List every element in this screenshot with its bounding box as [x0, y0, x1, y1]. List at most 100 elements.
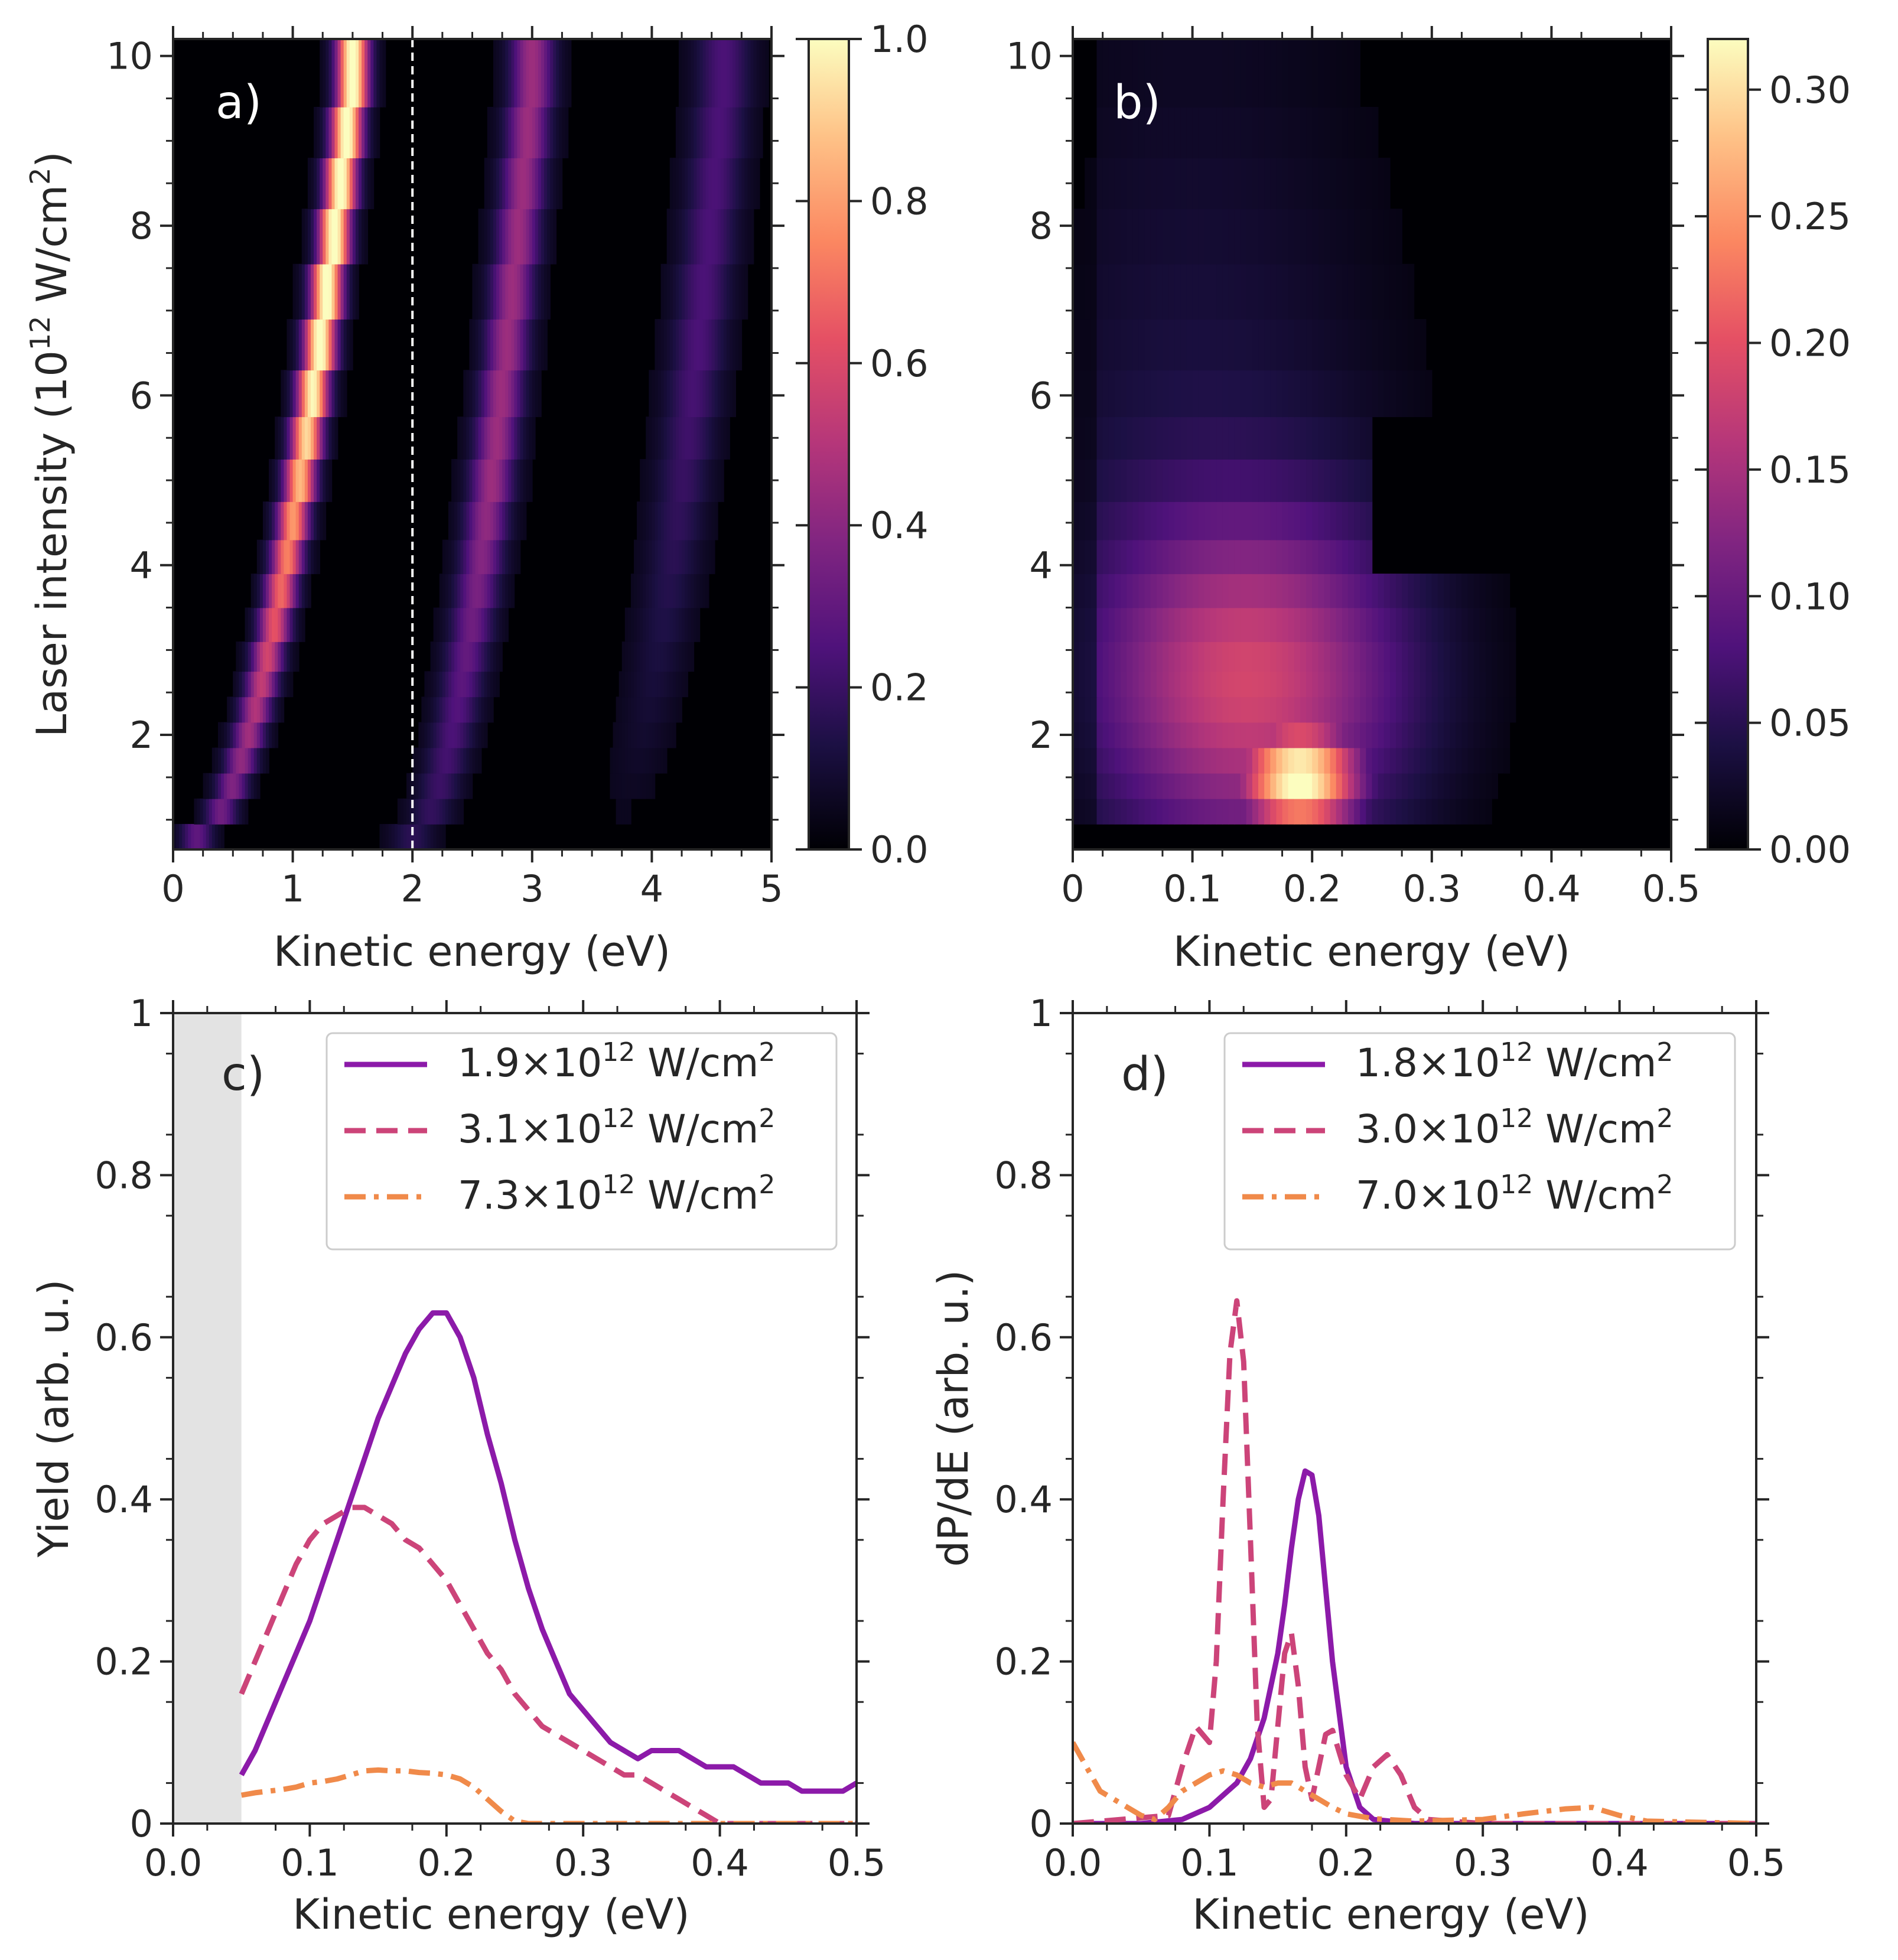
heatmap-b-cell: [1414, 370, 1421, 418]
heatmap-b-cell: [1240, 39, 1247, 108]
heatmap-b-cell: [1312, 39, 1319, 108]
heatmap-b-cell: [1492, 642, 1499, 672]
heatmap-b-cell: [1324, 696, 1331, 723]
heatmap-a-cell: [672, 209, 676, 265]
heatmap-a-cell: [281, 416, 285, 460]
heatmap-b-cell: [1180, 574, 1187, 608]
heatmap-b-cell: [1228, 607, 1235, 642]
heatmap-a-cell: [412, 747, 416, 774]
heatmap-a-cell: [439, 823, 443, 849]
heatmap-b-cell: [1186, 501, 1193, 541]
heatmap-b-cell: [1444, 798, 1450, 825]
heatmap-a-cell: [460, 722, 464, 748]
heatmap-a-cell: [624, 696, 629, 723]
heatmap-b-cell: [1372, 773, 1379, 799]
heatmap-a-cell: [334, 319, 338, 371]
heatmap-b-cell: [1509, 642, 1516, 672]
heatmap-b-cell: [1270, 158, 1277, 210]
heatmap-a-cell: [514, 370, 518, 418]
heatmap-a-cell: [466, 671, 470, 698]
heatmap-b-cell: [1240, 416, 1247, 460]
heatmap-b-cell: [1085, 539, 1092, 574]
heatmap-a-cell: [478, 671, 482, 698]
heatmap-a-cell: [424, 798, 428, 825]
heatmap-b-cell: [1156, 319, 1163, 371]
heatmap-b-cell: [1282, 696, 1289, 723]
heatmap-b-cell: [1318, 209, 1325, 265]
heatmap-b-cell: [1168, 158, 1176, 210]
heatmap-b-cell: [1318, 773, 1325, 799]
heatmap-a-cell: [209, 773, 213, 799]
heatmap-b-cell: [1324, 722, 1331, 748]
panel-c: 0.0 0.1 0.2 0.3 0.4 0.500.20.40.60.81c)Kineti…: [30, 992, 885, 1939]
heatmap-a-cell: [652, 696, 656, 723]
heatmap-b-cell: [1138, 539, 1145, 574]
heatmap-a-cell: [550, 106, 554, 158]
heatmap-a-cell: [337, 370, 341, 418]
heatmap-b-cell: [1347, 416, 1355, 460]
heatmap-a-cell: [669, 416, 673, 460]
heatmap-a-cell: [275, 574, 279, 608]
heatmap-a-cell: [256, 773, 261, 799]
heatmap-b-cell: [1079, 263, 1086, 320]
heatmap-a-cell: [517, 501, 521, 541]
heatmap-b-cell: [1085, 459, 1092, 502]
heatmap-b-cell: [1234, 642, 1241, 672]
heatmap-b-cell: [1127, 416, 1134, 460]
heatmap-a-cell: [691, 209, 695, 265]
heatmap-b-cell: [1240, 158, 1247, 210]
heatmap-a-cell: [532, 416, 536, 460]
heatmap-b-cell: [1408, 671, 1415, 698]
heatmap-a-cell: [331, 209, 336, 265]
heatmap-a-cell: [655, 574, 659, 608]
heatmap-a-cell: [275, 671, 279, 698]
heatmap-a-cell: [744, 209, 748, 265]
heatmap-a-cell: [362, 106, 365, 158]
heatmap-a-cell: [499, 459, 503, 502]
heatmap-b-cell: [1288, 416, 1295, 460]
panel-d-series-3-line: [1073, 1741, 1756, 1824]
heatmap-b-cell: [1234, 671, 1241, 698]
heatmap-b-cell: [1258, 773, 1265, 799]
heatmap-b-cell: [1276, 696, 1283, 723]
heatmap-a-cell: [657, 539, 662, 574]
heatmap-a-cell: [194, 823, 198, 849]
heatmap-b-cell: [1114, 773, 1121, 799]
heatmap-b-cell: [1174, 773, 1181, 799]
heatmap-b-cell: [1479, 642, 1486, 672]
heatmap-a-cell: [287, 539, 291, 574]
heatmap-b-cell: [1336, 158, 1343, 210]
heatmap-b-cell: [1336, 539, 1343, 574]
heatmap-b-cell: [1300, 696, 1307, 723]
heatmap-b-cell: [1354, 106, 1361, 158]
heatmap-a-cell: [627, 773, 631, 799]
heatmap-b-cell: [1402, 671, 1409, 698]
heatmap-b-cell: [1318, 106, 1325, 158]
heatmap-a-cell: [433, 671, 437, 698]
panel-c-xtick-label: 0.5: [828, 1841, 886, 1884]
heatmap-a-cell: [508, 416, 512, 460]
heatmap-a-cell: [256, 696, 261, 723]
heatmap-a-cell: [652, 370, 656, 418]
heatmap-a-cell: [517, 39, 521, 108]
heatmap-a-cell: [287, 607, 291, 642]
heatmap-b-cell: [1420, 319, 1427, 371]
heatmap-b-cell: [1096, 158, 1103, 210]
heatmap-b-cell: [1342, 722, 1349, 748]
heatmap-a-cell: [688, 39, 692, 108]
heatmap-a-cell: [711, 501, 715, 541]
heatmap-a-cell: [359, 209, 362, 265]
heatmap-a-cell: [547, 39, 551, 108]
heatmap-a-cell: [508, 539, 512, 574]
heatmap-b-cell: [1312, 263, 1319, 320]
heatmap-a-cell: [478, 747, 482, 774]
heatmap-a-cell: [266, 539, 269, 574]
heatmap-a-cell: [499, 263, 503, 320]
heatmap-b-cell: [1216, 263, 1223, 320]
heatmap-a-cell: [624, 747, 629, 774]
heatmap-b-cell: [1234, 209, 1241, 265]
heatmap-a-cell: [640, 607, 644, 642]
heatmap-a-cell: [457, 574, 461, 608]
heatmap-b-cell: [1234, 574, 1241, 608]
heatmap-a-cell: [259, 722, 263, 748]
